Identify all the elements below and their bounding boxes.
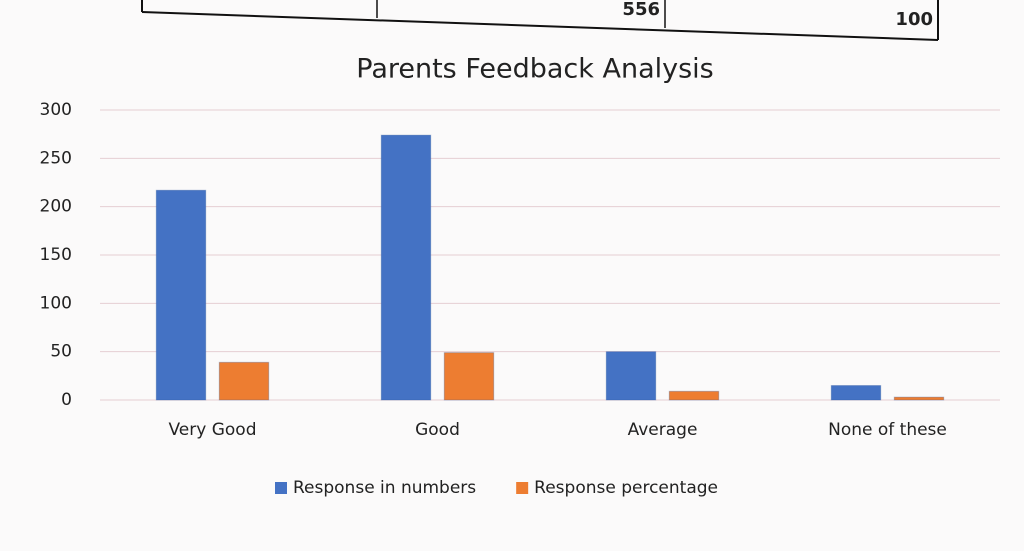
y-tick-label: 0 (61, 390, 72, 410)
table-border (141, 11, 939, 41)
bar (380, 134, 432, 401)
table-cell: 100 (895, 9, 933, 30)
x-tick-label: Very Good (169, 420, 257, 440)
y-tick-label: 250 (40, 148, 72, 168)
bar (830, 385, 882, 401)
y-tick-label: 200 (40, 197, 72, 217)
table-cell: 556 (622, 0, 660, 20)
y-tick-label: 300 (40, 100, 72, 120)
bar (893, 396, 945, 401)
table-fragment: 556 100 (141, 0, 939, 41)
bar (443, 352, 495, 401)
bar (155, 189, 207, 401)
bar (605, 351, 657, 401)
x-tick-label: Average (628, 420, 698, 440)
legend-swatch (516, 482, 529, 494)
bar (668, 390, 720, 401)
y-tick-label: 150 (40, 245, 72, 265)
bar (218, 361, 270, 401)
legend-label: Response percentage (534, 478, 718, 498)
legend-swatch (275, 482, 287, 494)
legend-label: Response in numbers (293, 478, 476, 498)
y-tick-label: 100 (40, 293, 72, 313)
y-tick-label: 50 (50, 342, 72, 362)
x-tick-label: None of these (828, 420, 947, 440)
chart-title: Parents Feedback Analysis (356, 54, 714, 85)
x-tick-label: Good (415, 420, 460, 440)
